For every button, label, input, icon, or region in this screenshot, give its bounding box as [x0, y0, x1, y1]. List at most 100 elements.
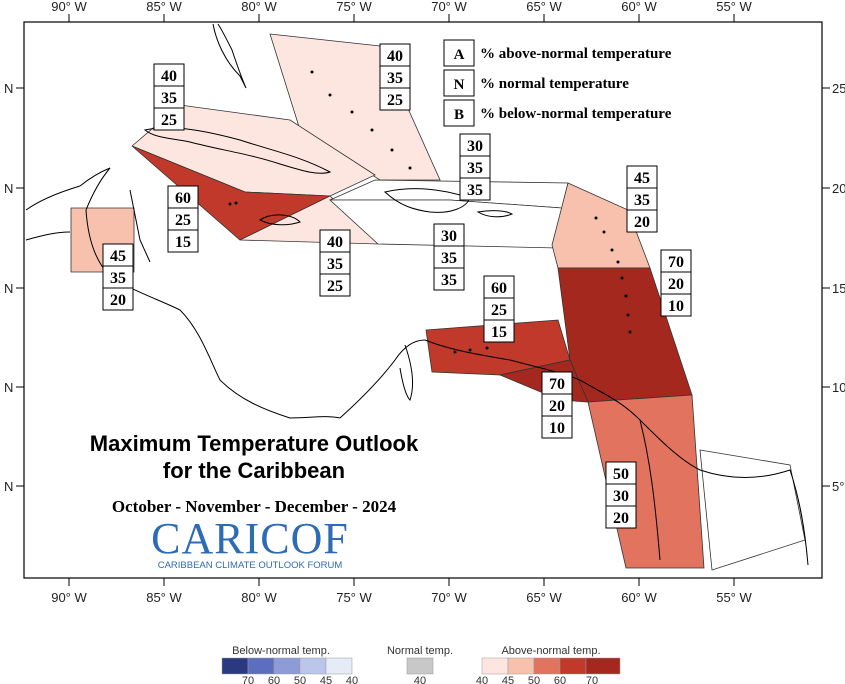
right-axis-label: 20°	[832, 181, 845, 196]
prob-normal: 35	[110, 270, 126, 287]
prob-above: 70	[549, 376, 565, 393]
colorbar-normal-title: Normal temp.	[387, 645, 453, 657]
key-letter: A	[454, 47, 465, 63]
colorbar-tick: 60	[268, 675, 280, 684]
prob-above: 30	[441, 228, 457, 245]
prob-box-hispaniola-puerto-rico: 30 35 35	[433, 223, 465, 291]
colorbar-swatch	[325, 657, 353, 675]
colorbar-tick: 40	[476, 675, 488, 684]
prob-above: 40	[161, 68, 177, 85]
left-axis-label: N	[4, 380, 13, 395]
probability-boxes: 40 35 25 40 35 25 60 25 15 40 35 25	[102, 43, 692, 529]
prob-normal: 30	[613, 488, 629, 505]
map-frame	[23, 21, 823, 579]
key-letter: N	[454, 77, 465, 93]
top-axis-label: 55° W	[716, 0, 752, 14]
prob-below: 20	[110, 292, 126, 309]
right-axis-label: 10°	[832, 380, 845, 395]
bottom-axis: 90° W 85° W 80° W 75° W 70° W 65° W 60° …	[51, 578, 752, 605]
logo-tagline: CARIBBEAN CLIMATE OUTLOOK FORUM	[158, 560, 343, 571]
title-block: Maximum Temperature Outlook for the Cari…	[90, 431, 419, 516]
prob-normal: 25	[491, 302, 507, 319]
prob-above: 45	[110, 248, 126, 265]
colorbar-swatch	[273, 657, 301, 675]
left-axis-label: N	[4, 479, 13, 494]
colorbar-tick: 40	[414, 675, 426, 684]
left-axis-label: N	[4, 81, 13, 96]
prob-below: 25	[327, 278, 343, 295]
bottom-axis-label: 90° W	[51, 590, 87, 605]
prob-normal: 35	[327, 256, 343, 273]
bottom-axis-label: 85° W	[146, 590, 182, 605]
colorbar-swatch	[585, 657, 621, 675]
key-text: % above-normal temperature	[480, 46, 672, 62]
top-axis: 90° W 85° W 80° W 75° W 70° W 65° W 60° …	[51, 0, 752, 22]
prob-normal: 35	[634, 192, 650, 209]
colorbar-tick: 40	[346, 675, 358, 684]
prob-box-guianas: 50 30 20	[605, 461, 637, 529]
prob-below: 35	[441, 272, 457, 289]
prob-above: 45	[634, 170, 650, 187]
prob-box-belize: 45 35 20	[102, 243, 134, 311]
bottom-axis-label: 60° W	[621, 590, 657, 605]
colorbar-below-title: Below-normal temp.	[232, 645, 330, 657]
prob-below: 35	[467, 182, 483, 199]
prob-below: 10	[549, 420, 565, 437]
map-title-line2: for the Caribbean	[163, 458, 345, 483]
colorbar-tick: 60	[554, 675, 566, 684]
prob-below: 20	[613, 510, 629, 527]
prob-below: 20	[634, 214, 650, 231]
colorbar-swatch	[299, 657, 327, 675]
colorbar-swatch	[247, 657, 275, 675]
top-axis-label: 75° W	[336, 0, 372, 14]
prob-box-cuba: 40 35 25	[153, 63, 185, 131]
prob-box-windward-islands: 70 20 10	[660, 249, 692, 317]
prob-below: 25	[387, 92, 403, 109]
colorbar-swatch	[221, 657, 249, 675]
prob-normal: 35	[387, 70, 403, 87]
prob-box-turks-caicos: 30 35 35	[459, 133, 491, 201]
colorbar-tick: 70	[586, 675, 598, 684]
prob-box-jamaica: 40 35 25	[319, 229, 351, 297]
prob-above: 40	[387, 48, 403, 65]
prob-above: 70	[668, 254, 684, 271]
prob-below: 15	[175, 234, 191, 251]
prob-above: 60	[491, 280, 507, 297]
top-axis-label: 70° W	[431, 0, 467, 14]
bottom-axis-label: 70° W	[431, 590, 467, 605]
prob-normal: 35	[161, 90, 177, 107]
map-title: Maximum Temperature Outlook	[90, 431, 419, 456]
prob-below: 15	[491, 324, 507, 341]
bottom-axis-label: 65° W	[526, 590, 562, 605]
prob-below: 25	[161, 112, 177, 129]
top-axis-label: 60° W	[621, 0, 657, 14]
caricof-logo: CARICOF CARIBBEAN CLIMATE OUTLOOK FORUM	[151, 514, 349, 571]
colorbar-tick: 45	[502, 675, 514, 684]
probability-key: A N B % above-normal temperature % norma…	[443, 39, 672, 127]
prob-above: 50	[613, 466, 629, 483]
colorbar-swatch	[406, 657, 434, 675]
prob-box-leeward-islands: 45 35 20	[626, 165, 658, 233]
top-axis-label: 90° W	[51, 0, 87, 14]
colorbar-tick: 50	[294, 675, 306, 684]
prob-normal: 20	[668, 276, 684, 293]
colorbar-tick: 45	[320, 675, 332, 684]
prob-box-trinidad-tobago: 70 20 10	[541, 371, 573, 439]
right-axis-label: 5°	[832, 479, 844, 494]
prob-box-abc-islands: 60 25 15	[483, 275, 515, 343]
colorbar-tick: 70	[242, 675, 254, 684]
left-axis: N N N N N	[4, 81, 24, 494]
top-axis-label: 85° W	[146, 0, 182, 14]
logo-wordmark: CARICOF	[151, 514, 349, 563]
key-letter: B	[454, 107, 464, 123]
left-axis-label: N	[4, 281, 13, 296]
colorbar-swatch	[507, 657, 535, 675]
colorbar-swatch	[481, 657, 509, 675]
left-axis-label: N	[4, 181, 13, 196]
bottom-axis-label: 75° W	[336, 590, 372, 605]
prob-normal: 25	[175, 212, 191, 229]
top-axis-label: 65° W	[526, 0, 562, 14]
prob-above: 40	[327, 234, 343, 251]
key-text: % normal temperature	[480, 76, 629, 92]
